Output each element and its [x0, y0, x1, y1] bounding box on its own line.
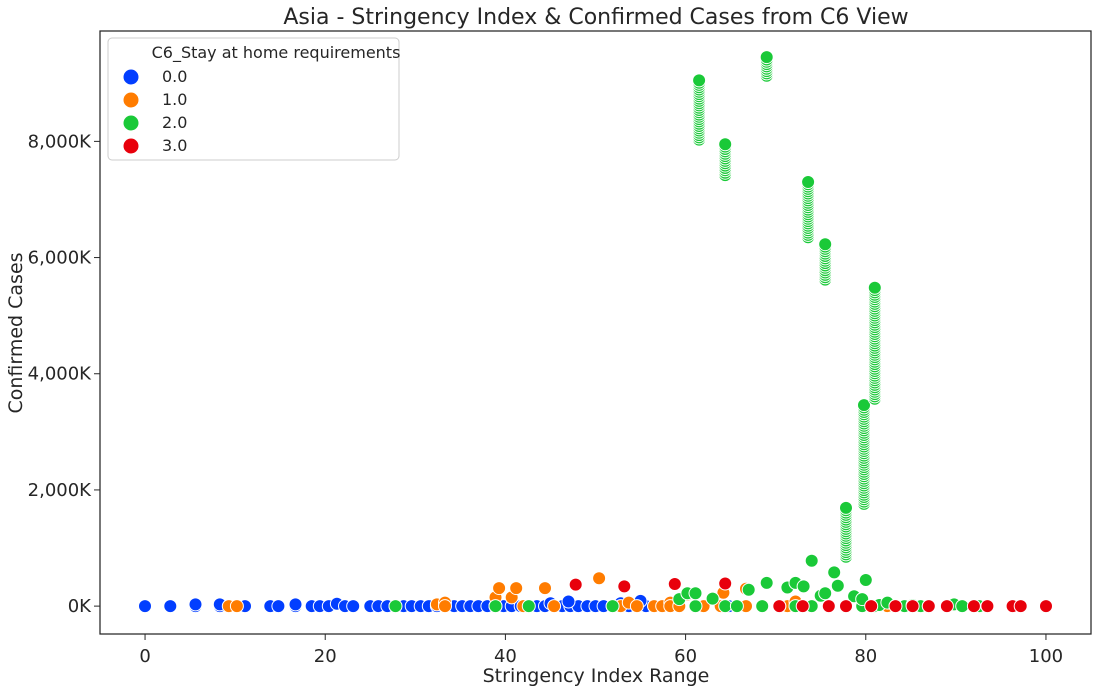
legend-marker-2 — [122, 114, 140, 132]
data-point-2-0 — [729, 599, 744, 614]
data-point-3-0 — [921, 599, 936, 614]
x-tick-label: 0 — [139, 646, 150, 667]
data-point-3-0 — [939, 599, 954, 614]
data-point-2-0 — [804, 553, 819, 568]
data-point-2-0 — [818, 237, 833, 252]
legend-marker-0 — [122, 68, 140, 86]
y-tick-label: 0K — [68, 596, 92, 617]
chart-title: Asia - Stringency Index & Confirmed Case… — [283, 5, 908, 30]
data-point-2-0 — [688, 599, 703, 614]
data-point-2-0 — [759, 575, 774, 590]
data-point-0-0 — [346, 599, 361, 614]
data-point-2-0 — [388, 599, 403, 614]
data-point-3-0 — [864, 599, 879, 614]
data-point-0-0 — [138, 599, 152, 614]
data-point-0-0 — [163, 599, 178, 614]
data-point-2-0 — [755, 599, 770, 614]
y-axis-label: Confirmed Cases — [5, 252, 27, 413]
data-point-2-0 — [830, 578, 845, 593]
data-point-2-0 — [741, 582, 756, 597]
legend-label-1: 1.0 — [162, 90, 187, 109]
data-point-2-0 — [521, 599, 536, 614]
legend-box — [107, 37, 400, 161]
data-point-2-0 — [796, 579, 811, 594]
data-point-3-0 — [617, 579, 632, 594]
data-point-3-0 — [821, 599, 836, 614]
legend-marker-3 — [122, 137, 140, 155]
data-point-3-0 — [718, 576, 733, 591]
data-point-1-0 — [509, 581, 524, 596]
plot-frame — [99, 30, 1092, 635]
data-point-3-0 — [1013, 599, 1028, 614]
legend-marker-1 — [122, 91, 140, 109]
data-point-2-0 — [839, 500, 853, 515]
data-point-1-0 — [547, 599, 562, 614]
x-tick-label: 40 — [494, 646, 517, 667]
data-point-1-0 — [592, 571, 607, 586]
data-point-2-0 — [705, 591, 720, 606]
y-tick-label: 4,000K — [28, 364, 93, 385]
data-point-2-0 — [718, 599, 733, 614]
y-tick-label: 6,000K — [28, 248, 93, 269]
data-point-3-0 — [966, 599, 981, 614]
x-axis-label: Stringency Index Range — [483, 665, 710, 687]
data-point-2-0 — [867, 280, 882, 295]
data-point-2-0 — [955, 599, 970, 614]
data-point-1-0 — [229, 599, 244, 614]
data-point-3-0 — [839, 599, 853, 614]
x-tick-label: 100 — [1029, 646, 1063, 667]
x-tick-label: 80 — [854, 646, 877, 667]
data-point-1-0 — [492, 581, 507, 596]
legend-label-0: 0.0 — [162, 67, 187, 86]
data-point-2-0 — [718, 137, 733, 152]
data-point-3-0 — [568, 577, 583, 592]
data-point-3-0 — [772, 599, 787, 614]
x-tick-label: 20 — [314, 646, 337, 667]
axis-ticks: 0 20 40 60 80 100 0K 2,000K 4,000K 6,000K 8,000K — [28, 131, 1063, 667]
legend-label-3: 3.0 — [162, 136, 187, 155]
data-point-1-0 — [438, 599, 452, 614]
data-point-1-0 — [538, 581, 552, 596]
data-point-3-0 — [795, 599, 810, 614]
data-point-0-0 — [271, 599, 286, 614]
y-tick-label: 2,000K — [28, 480, 93, 501]
data-point-3-0 — [1039, 599, 1053, 614]
data-point-2-0 — [605, 599, 620, 614]
data-point-2-0 — [827, 565, 842, 580]
data-point-2-0 — [858, 573, 873, 587]
data-point-2-0 — [488, 599, 503, 614]
data-point-1-0 — [629, 599, 644, 614]
legend: C6_Stay at home requirements 0.0 1.0 2.0… — [107, 37, 401, 161]
data-point-3-0 — [980, 599, 995, 614]
legend-label-2: 2.0 — [162, 113, 187, 132]
data-point-0-0 — [561, 594, 576, 609]
data-point-2-0 — [857, 398, 871, 413]
x-tick-label: 60 — [674, 646, 697, 667]
data-point-0-0 — [288, 597, 303, 612]
data-point-0-0 — [188, 597, 203, 612]
data-points — [138, 50, 1053, 614]
data-point-2-0 — [688, 586, 703, 601]
data-point-3-0 — [888, 599, 903, 614]
data-point-2-0 — [692, 73, 707, 88]
data-point-3-0 — [905, 599, 920, 614]
data-point-2-0 — [801, 175, 816, 189]
y-tick-label: 8,000K — [28, 131, 93, 152]
data-point-2-0 — [818, 586, 833, 601]
data-point-3-0 — [667, 577, 682, 591]
data-point-2-0 — [759, 50, 774, 65]
legend-title: C6_Stay at home requirements — [152, 43, 401, 63]
